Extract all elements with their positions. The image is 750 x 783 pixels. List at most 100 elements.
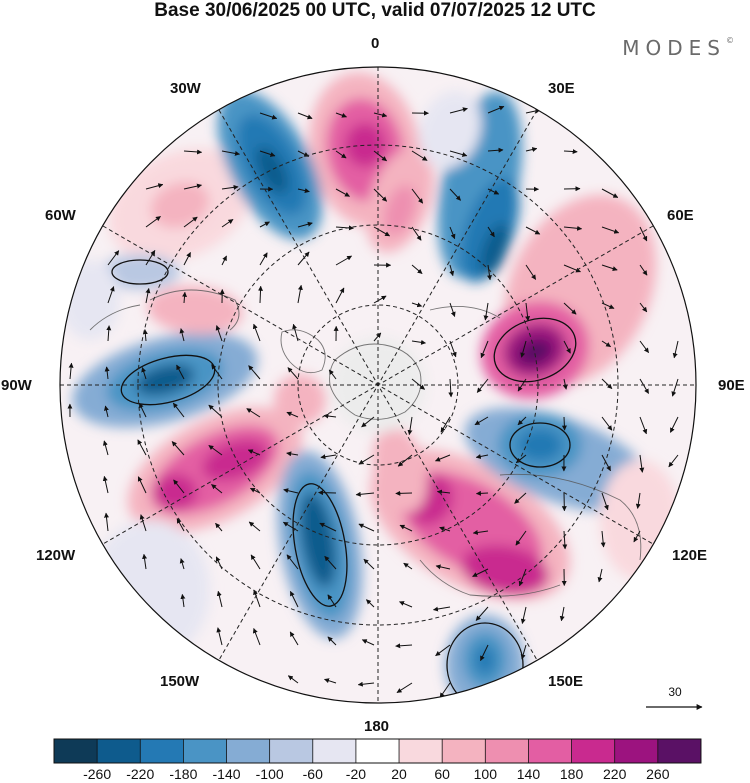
wind-vector-arrow [328, 369, 337, 380]
wind-vector-arrow [520, 340, 527, 358]
wind-vector-arrow [601, 226, 620, 234]
wind-vector-arrow [361, 639, 375, 646]
wind-vector-arrow [289, 590, 299, 608]
reference-vector-arrow [646, 704, 703, 710]
wind-vector-arrow [411, 302, 423, 308]
wind-vector-arrow [563, 302, 577, 315]
colorbar-segment [442, 739, 486, 763]
wind-vector-arrow [107, 286, 115, 304]
wind-vectors [67, 105, 679, 698]
anomaly-patch [372, 426, 428, 514]
lon-label-60w: 60W [45, 207, 76, 224]
wind-vector-arrow [561, 416, 567, 431]
wind-vector-arrow [525, 226, 541, 235]
wind-vector-arrow [183, 216, 198, 228]
wind-vector-arrow [248, 365, 261, 380]
wind-vector-arrow [403, 562, 413, 570]
colorbar-tick-label: -140 [212, 766, 241, 782]
anomaly-patch [60, 260, 120, 340]
wind-vector-arrow [411, 226, 422, 241]
colorbar-segment [54, 739, 98, 763]
map-title: Base 30/06/2025 00 UTC, valid 07/07/2025… [154, 0, 596, 21]
wind-vector-arrow [475, 454, 489, 459]
wind-vector-arrow [525, 302, 531, 322]
wind-vector-arrow [449, 302, 456, 317]
lon-label-180: 180 [364, 718, 390, 735]
wind-vector-arrow [520, 606, 527, 624]
wind-vector-arrow [335, 287, 345, 304]
anomaly-patch [135, 364, 195, 396]
colorbar-tick-label: -60 [302, 766, 323, 782]
anomaly-patch [147, 285, 243, 335]
colorbar-tick-label: -220 [126, 766, 155, 782]
wind-vector-arrow [433, 606, 451, 612]
colorbar-tick-label: 140 [516, 766, 541, 782]
wind-vector-arrow [183, 252, 191, 266]
wind-vector-arrow [411, 339, 426, 345]
wind-vector-arrow [396, 682, 413, 694]
wind-vector-arrow [324, 555, 337, 570]
wind-vector-arrow [335, 188, 350, 197]
lon-label-90e: 90E [718, 377, 745, 394]
wind-vector-arrow [601, 188, 619, 198]
wind-vector-arrow [601, 454, 611, 472]
wind-vector-arrow [320, 454, 337, 460]
wind-vector-arrow [335, 255, 353, 266]
colorbar-segment [399, 739, 443, 763]
wind-vector-arrow [208, 444, 223, 456]
wind-vector-arrow [357, 681, 375, 687]
wind-vector-arrow [221, 255, 227, 266]
wind-vector-arrow [327, 594, 337, 608]
wind-vector-arrow [286, 554, 299, 570]
wind-vector-arrow [183, 183, 202, 190]
wind-vector-arrow [287, 675, 299, 684]
colorbar-tick-label: 20 [391, 766, 407, 782]
wind-vector-arrow [671, 378, 679, 397]
wind-vector-arrow [395, 490, 413, 496]
anomaly-patch [150, 181, 210, 229]
wind-vector-arrow [515, 454, 527, 464]
wind-vector-arrow [323, 413, 337, 419]
colorbar-tick-label: -180 [169, 766, 198, 782]
wind-vector-arrow [480, 644, 489, 662]
colorbar-tick-label: -20 [345, 766, 367, 782]
wind-vector-arrow [142, 329, 148, 342]
wind-vector-arrow [525, 264, 537, 280]
colorbar-segment [355, 739, 400, 763]
wind-vector-arrow [259, 252, 268, 266]
wind-vector-arrow [361, 416, 375, 428]
wind-vector-arrow [411, 378, 425, 390]
wind-vector-arrow [137, 439, 147, 456]
wind-vector-arrow [669, 416, 679, 433]
anomaly-patch [384, 185, 416, 235]
anomaly-patch [255, 146, 289, 194]
colorbar-segment [657, 739, 702, 763]
modes-logo: MODES© [622, 36, 734, 60]
wind-vector-arrow [283, 488, 299, 494]
wind-vector-arrow [600, 530, 606, 548]
lon-label-60e: 60E [667, 207, 694, 224]
wind-vector-arrow [142, 553, 148, 570]
wind-vector-arrow [601, 492, 609, 511]
wind-vector-arrow [515, 530, 527, 546]
wind-vector-arrow [216, 627, 223, 646]
anomaly-patch [600, 460, 680, 580]
wind-vector-arrow [324, 678, 337, 684]
anomaly-patch [153, 474, 197, 510]
brand-name: MODES [622, 36, 726, 60]
wind-vector-arrow [559, 606, 565, 622]
wind-vector-arrow [318, 490, 337, 496]
wind-vector-arrow [145, 215, 161, 228]
lon-label-120e: 120E [672, 547, 708, 564]
colorbar-outline [53, 738, 702, 764]
wind-vector-arrow [633, 530, 641, 543]
colorbar-segment [140, 739, 184, 763]
wind-vector-arrow [250, 554, 261, 570]
anomaly-patch [475, 646, 495, 674]
wind-vector-arrow [335, 225, 354, 231]
wind-vector-arrow [327, 636, 337, 646]
wind-vector-arrow [439, 526, 451, 532]
wind-vector-arrow [601, 340, 612, 348]
colorbar-segment [269, 739, 314, 763]
map-boundary [59, 66, 697, 704]
